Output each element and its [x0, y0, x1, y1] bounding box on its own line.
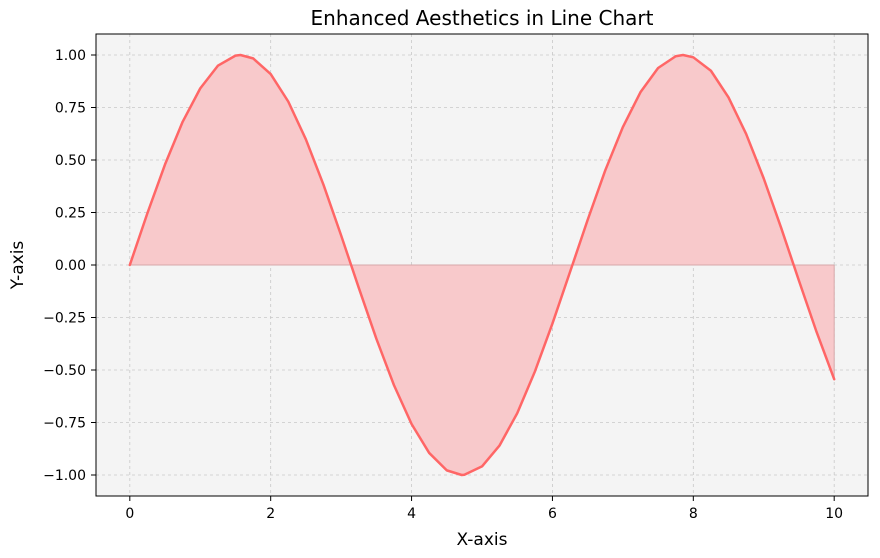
y-tick-label: 1.00 — [55, 48, 86, 64]
x-tick-label: 6 — [548, 506, 557, 522]
y-tick-label: 0.25 — [55, 206, 86, 222]
y-tick-label: 0.50 — [55, 153, 86, 169]
y-tick-label: 0.75 — [55, 101, 86, 117]
y-tick-label: 0.00 — [55, 258, 86, 274]
y-tick-label: −1.00 — [43, 468, 86, 484]
sine-series-line — [128, 53, 836, 477]
x-tick-label: 0 — [125, 506, 134, 522]
y-axis-label: Y-axis — [8, 241, 28, 291]
y-tick-label: −0.50 — [43, 363, 86, 379]
x-axis-label: X-axis — [457, 530, 508, 550]
y-tick-label: −0.25 — [43, 311, 86, 327]
x-tick-label: 8 — [689, 506, 698, 522]
chart-title: Enhanced Aesthetics in Line Chart — [311, 6, 654, 30]
x-axis-ticks: 0 2 4 6 8 10 — [125, 496, 843, 522]
y-axis-ticks: 1.00 0.75 0.50 0.25 0.00 −0.25 −0.50 −0.75 −1.00 — [43, 48, 96, 484]
y-tick-label: −0.75 — [43, 416, 86, 432]
x-tick-label: 4 — [407, 506, 416, 522]
x-tick-label: 2 — [266, 506, 275, 522]
x-tick-label: 10 — [825, 506, 843, 522]
